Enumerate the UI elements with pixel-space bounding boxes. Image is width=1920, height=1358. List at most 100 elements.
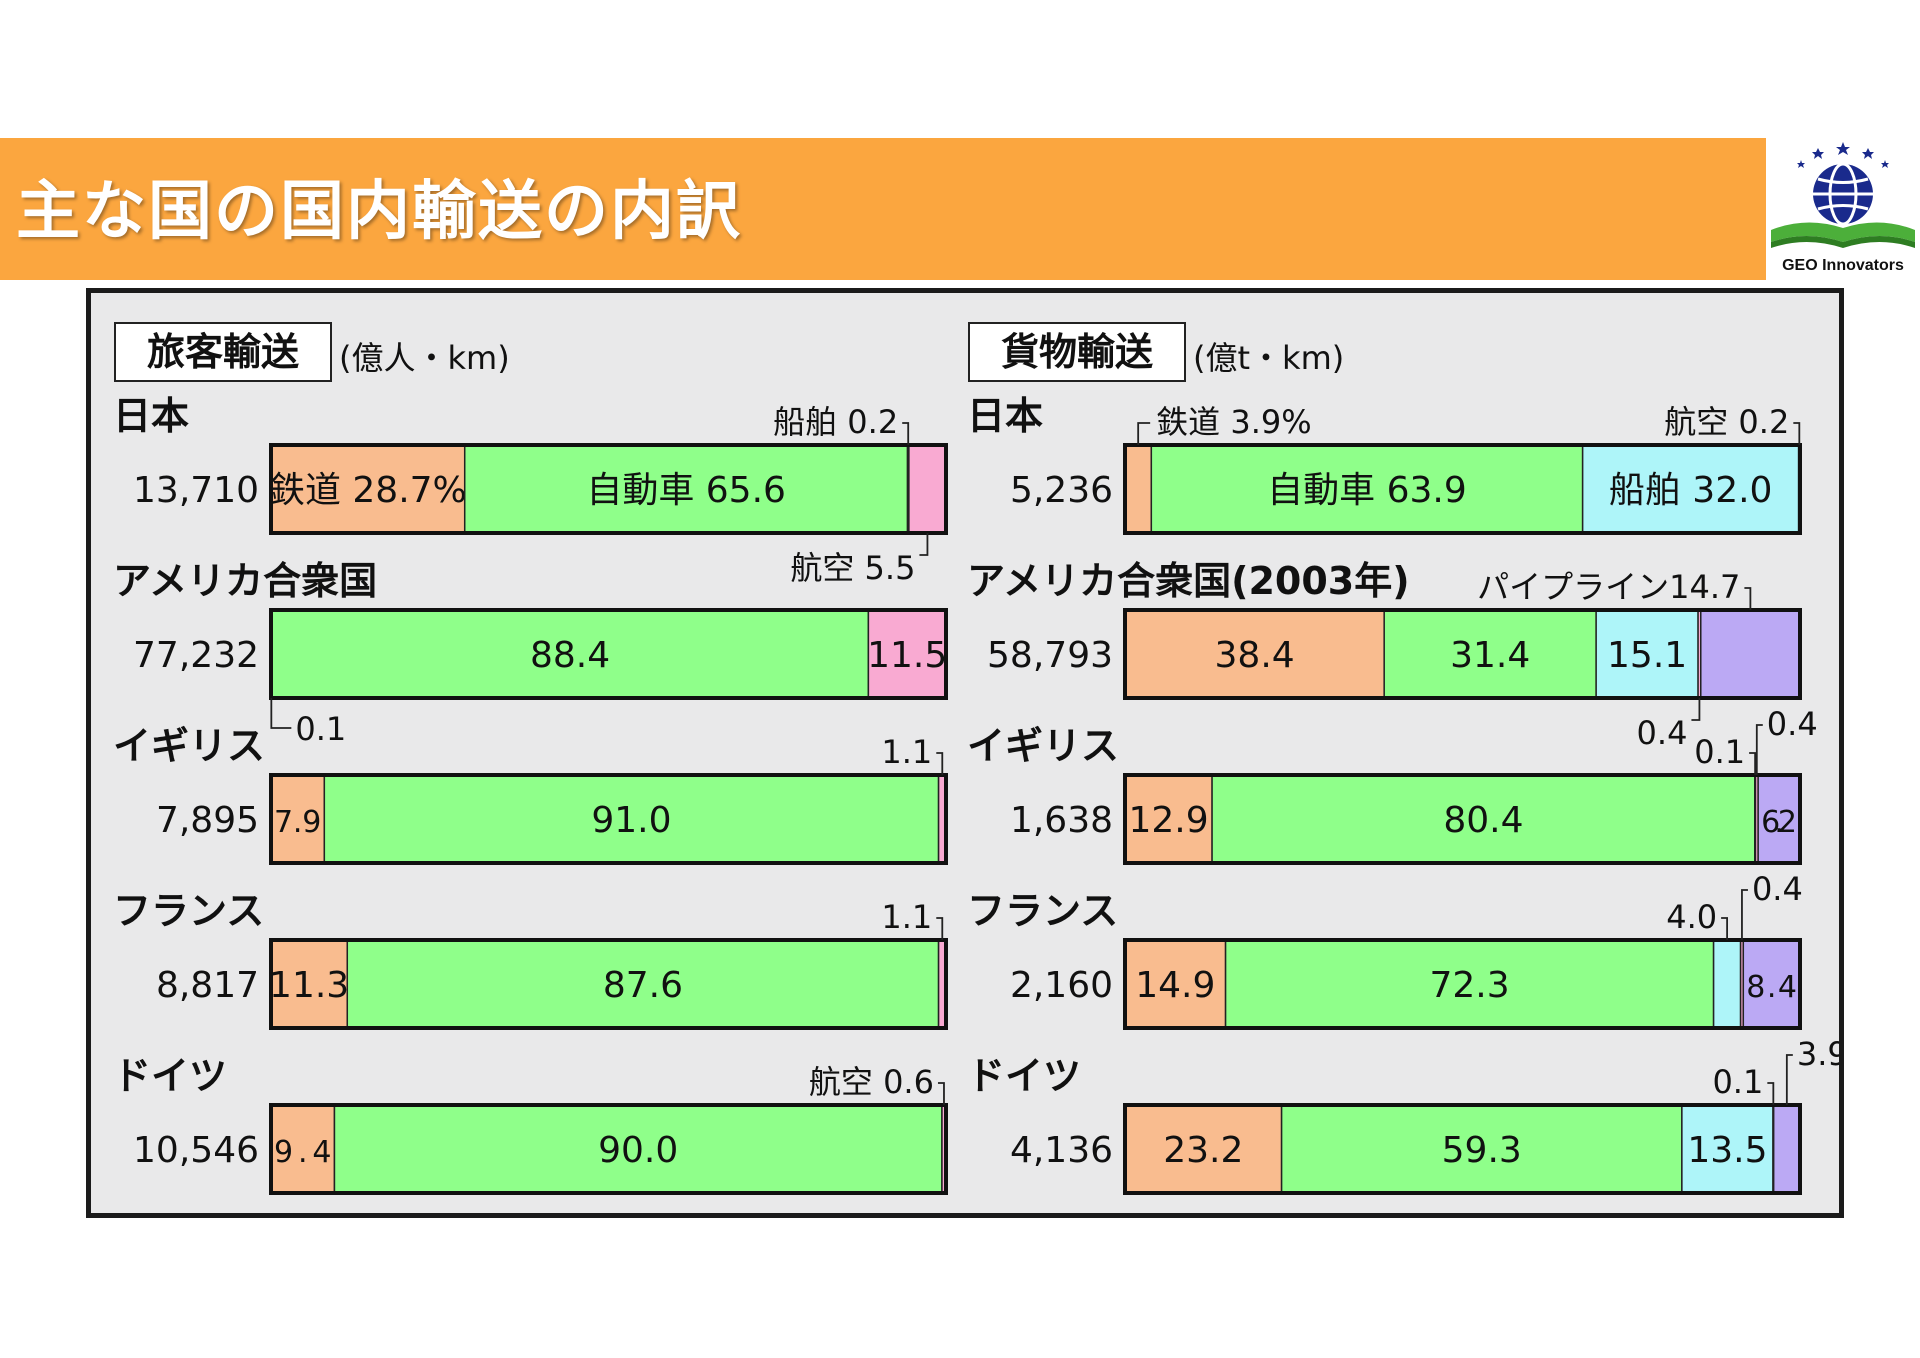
bar-value-label: 87.6: [603, 965, 683, 1006]
callout-line: [1793, 422, 1801, 445]
country-label: フランス: [113, 889, 264, 933]
bar-value-label: 88.4: [530, 635, 610, 676]
bar-segment-railway: [270, 444, 466, 534]
bar-value-label: 11.5: [867, 635, 947, 676]
callout-line: [902, 422, 910, 445]
page-title: 主な国の国内輸送の内訳: [16, 175, 742, 249]
bar-outline: [269, 938, 948, 1030]
bar-outline: [269, 443, 948, 535]
panel-title-box: [114, 322, 332, 382]
bar-value-label: 14.9: [1135, 965, 1215, 1006]
country-label: 日本: [113, 394, 189, 438]
total-label: 2,160: [1010, 965, 1113, 1006]
bar-value-label: 12.9: [1128, 800, 1208, 841]
bar-outline: [1123, 773, 1802, 865]
bar-value-label: 7.9: [274, 805, 321, 840]
bar-segment-automobile: [333, 1104, 943, 1194]
panel-title-box: [968, 322, 1186, 382]
bar-value-label: 23.2: [1163, 1130, 1243, 1171]
bar-value-label: 38.4: [1215, 635, 1295, 676]
title-banner: [0, 138, 1920, 280]
callout-line: [919, 533, 929, 556]
bar-segment-railway: [1124, 774, 1213, 864]
logo-text: GEO Innovators: [1782, 257, 1904, 274]
callout-label: 1.1: [881, 898, 932, 936]
panel-unit: (億人・km): [339, 339, 510, 377]
bar-segment-automobile: [463, 444, 909, 534]
total-label: 1,638: [1010, 800, 1113, 841]
callout-line: [936, 752, 944, 775]
bar-value-label: 90.0: [598, 1130, 678, 1171]
total-label: 4,136: [1010, 1130, 1113, 1171]
callout-label: 0.4: [1767, 705, 1818, 743]
callout-label: 航空 5.5: [790, 549, 915, 587]
bar-value-label: 8.4: [1746, 970, 1797, 1005]
callout-line: [1755, 724, 1763, 775]
total-label: 13,710: [133, 470, 259, 511]
country-label: イギリス: [967, 724, 1119, 768]
callout-line: [937, 1082, 945, 1105]
bar-segment-pipeline: [1772, 1104, 1801, 1194]
callout-label: 0.1: [1712, 1063, 1763, 1101]
bar-segment-automobile: [346, 939, 940, 1029]
callout-label: 0.4: [1752, 870, 1803, 908]
total-label: 58,793: [987, 635, 1113, 676]
bar-value-label: 自動車 63.9: [1267, 470, 1467, 511]
bar-segment-automobile: [1150, 444, 1584, 534]
country-label: ドイツ: [967, 1054, 1081, 1098]
country-label: アメリカ合衆国(2003年): [967, 559, 1410, 603]
callout-label: 1.1: [881, 733, 932, 771]
callout-label: 0.1: [1694, 733, 1745, 771]
panel-title: 貨物輸送: [1001, 330, 1153, 374]
bar-value-label: 13.5: [1687, 1130, 1767, 1171]
callout-label: 鉄道 3.9%: [1156, 403, 1311, 441]
callout-label: 0.4: [1637, 714, 1688, 752]
total-label: 8,817: [156, 965, 259, 1006]
bar-value-label: 80.4: [1443, 800, 1523, 841]
callout-line: [1691, 698, 1701, 721]
transport-chart: 旅客輸送 (億人・km) 日本 13,710 鉄道 28.7% 自動車 65.6 船舶 0.…: [113, 322, 1839, 1195]
bar-segment-ship: [1581, 444, 1800, 534]
bar-outline: [1123, 1103, 1802, 1195]
total-label: 7,895: [156, 800, 259, 841]
callout-line: [936, 917, 944, 940]
logo: GEO Innovators: [1766, 138, 1920, 280]
globe-book-logo-icon: [1771, 142, 1915, 248]
total-label: 10,546: [133, 1130, 259, 1171]
bar-segment-ship: [1595, 609, 1699, 699]
country-label: イギリス: [113, 724, 265, 768]
chart-panel: 旅客輸送 (億人・km) 日本 13,710 鉄道 28.7% 自動車 65.6 船舶 0.…: [86, 288, 1844, 1218]
total-label: 5,236: [1010, 470, 1113, 511]
bar-value-label: 鉄道 28.7%: [269, 470, 467, 511]
country-label: 日本: [967, 394, 1043, 438]
callout-label: 3.9: [1797, 1035, 1839, 1073]
bar-value-label: 91.0: [591, 800, 671, 841]
bar-value-label: 9.4: [274, 1135, 331, 1170]
bar-segment-automobile: [1224, 939, 1715, 1029]
callout-line: [1785, 1054, 1793, 1105]
callout-label: パイプライン14.7: [1477, 568, 1740, 606]
callout-line: [1749, 752, 1757, 775]
bar-value-label: 船舶 32.0: [1609, 470, 1773, 511]
callout-label: 4.0: [1666, 898, 1717, 936]
bar-value-label: 59.3: [1442, 1130, 1522, 1171]
bar-value-label: 31.4: [1450, 635, 1530, 676]
callout-line: [1744, 587, 1752, 610]
bar-segment-ship: [1712, 939, 1742, 1029]
panel-unit: (億t・km): [1193, 339, 1344, 377]
bar-outline: [269, 608, 948, 700]
callout-label: 航空 0.2: [1664, 403, 1789, 441]
bar-outline: [1123, 938, 1802, 1030]
bar-segment-railway: [1124, 444, 1153, 534]
bar-segment-automobile: [323, 774, 940, 864]
callout-label: 航空 0.6: [809, 1063, 934, 1101]
bar-segment-railway: [1124, 609, 1385, 699]
bar-value-label: 11.3: [269, 965, 349, 1006]
callout-line: [1767, 1082, 1775, 1105]
bar-outline: [269, 773, 948, 865]
bar-segment-pipeline: [1700, 609, 1801, 699]
bar-outline: [269, 1103, 948, 1195]
bar-segment-aviation: [908, 444, 947, 534]
bar-value-label: 72.3: [1430, 965, 1510, 1006]
callout-label: 0.1: [295, 710, 346, 748]
